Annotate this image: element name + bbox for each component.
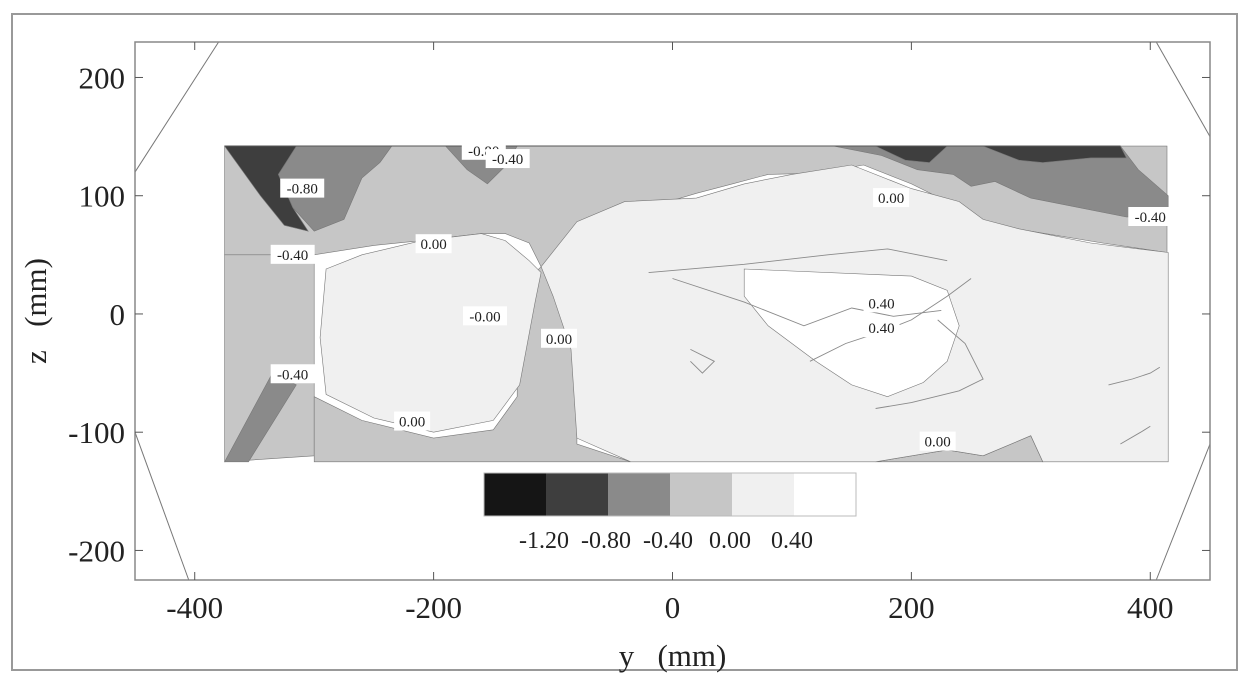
x-tick-label: 200 <box>888 590 935 625</box>
contour-label: -0.80 <box>287 182 318 198</box>
contour-label-background <box>485 149 530 169</box>
x-axis-title: y (mm) <box>619 638 727 673</box>
x-tick-label: -400 <box>166 590 223 625</box>
contour-line-0_40 <box>875 319 984 409</box>
legend-swatch <box>546 473 608 516</box>
contour-label-background <box>863 318 900 338</box>
contour-label-layer: -0.80-0.40-0.800.00-0.400.00-0.40-0.000.… <box>270 140 1173 451</box>
contour-label: 0.00 <box>399 415 425 431</box>
contour-label: -0.40 <box>277 367 308 383</box>
contour-label-background <box>873 188 910 208</box>
legend-label: 0.40 <box>771 528 813 554</box>
contour-line-0_40 <box>672 278 942 327</box>
contour-label: 0.40 <box>868 321 894 337</box>
contour-line-0_40 <box>1108 366 1161 386</box>
contour-label-background <box>394 411 431 431</box>
contour-label-background <box>415 234 452 254</box>
color-legend: -1.20 -0.80 -0.40 0.00 0.40 <box>483 472 857 554</box>
y-tick-label: -100 <box>68 415 125 450</box>
frame-guide-line <box>1155 443 1211 581</box>
legend-label: -1.20 <box>519 528 569 554</box>
contour-label: 0.00 <box>420 237 446 253</box>
legend-swatch <box>484 473 546 516</box>
legend-swatch <box>732 473 794 516</box>
x-tick-label: 400 <box>1127 590 1174 625</box>
contour-region--1_20 <box>224 145 309 232</box>
legend-swatch <box>794 473 856 516</box>
y-tick-label: 100 <box>79 179 126 214</box>
legend-swatch <box>608 473 670 516</box>
y-tick-label: 200 <box>79 60 126 95</box>
contour-region--0_80 <box>833 145 1169 218</box>
contour-region-0_40 <box>743 268 960 398</box>
contour-label-background <box>462 306 507 326</box>
legend-swatch <box>670 473 732 516</box>
x-tick-label: -200 <box>405 590 462 625</box>
contour-label-background <box>1128 206 1173 226</box>
contour-label: -0.40 <box>1135 210 1166 226</box>
contour-line-layer <box>648 248 1161 445</box>
legend-label: -0.80 <box>581 528 631 554</box>
contour-label-background <box>280 178 325 198</box>
frame-guide-line <box>1155 41 1211 137</box>
contour-line-0_40 <box>690 348 716 374</box>
contour-label-background <box>270 364 315 384</box>
contour-line-0_40 <box>1120 425 1151 445</box>
tick-layer: -400 -200 0 200 400 200 100 0 -100 -200 <box>68 42 1210 625</box>
y-tick-label: -200 <box>68 533 125 568</box>
contour-label-background <box>270 244 315 264</box>
legend-frame <box>483 472 857 517</box>
contour-label: 0.00 <box>878 191 904 207</box>
legend-label: 0.00 <box>709 528 751 554</box>
y-tick-label: 0 <box>110 297 126 332</box>
contour-label: -0.00 <box>469 309 500 325</box>
contour-label-background <box>541 328 578 348</box>
contour-label: 0.40 <box>868 296 894 312</box>
contour-label: 0.00 <box>925 435 951 451</box>
contour-fill-layer <box>224 145 1169 463</box>
frame-guide-layer <box>134 41 1211 581</box>
contour-label-background <box>863 293 900 313</box>
frame-guide-line <box>134 432 190 581</box>
frame-guide-line <box>134 41 220 173</box>
contour-label-background <box>919 431 956 451</box>
contour-label: -0.40 <box>492 152 523 168</box>
x-tick-label: 0 <box>665 590 681 625</box>
contour-line-0_40 <box>648 248 948 274</box>
y-axis-title: z (mm) <box>18 258 53 364</box>
contour-label: 0.00 <box>546 332 572 348</box>
contour-region--0_40 <box>224 254 315 463</box>
legend-label: -0.40 <box>643 528 693 554</box>
contour-label: -0.40 <box>277 248 308 264</box>
